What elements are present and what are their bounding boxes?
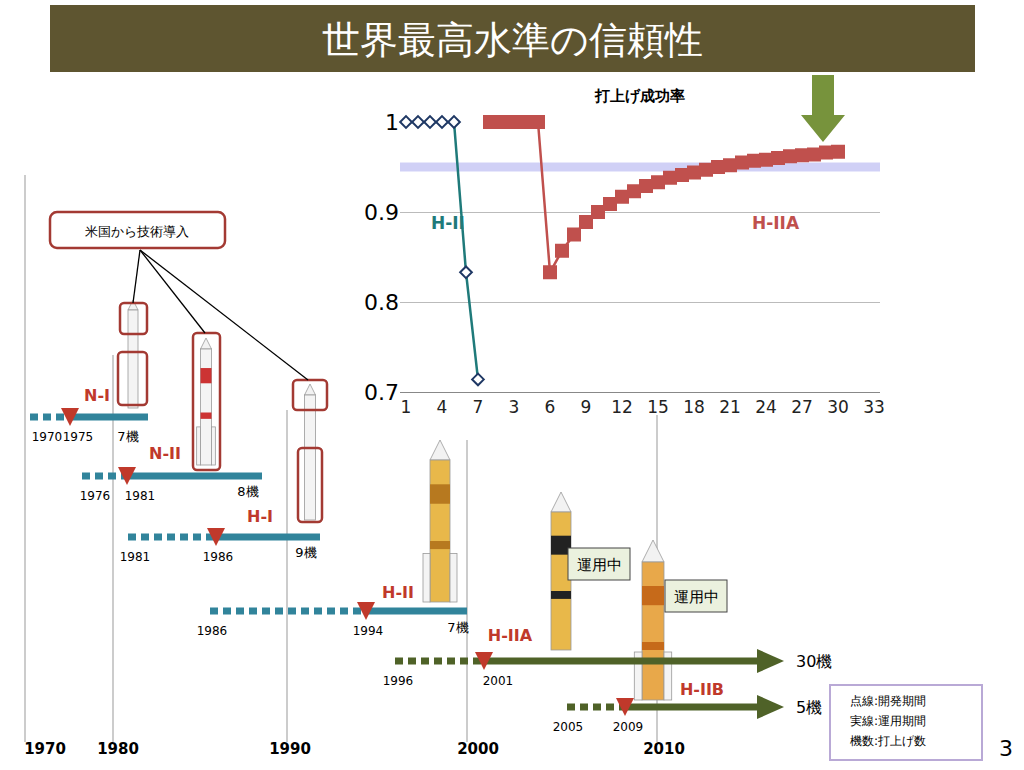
- svg-text:1980: 1980: [97, 740, 139, 758]
- svg-text:H-II: H-II: [382, 583, 414, 602]
- svg-text:0.8: 0.8: [364, 290, 399, 315]
- svg-text:1990: 1990: [269, 740, 311, 758]
- svg-text:1976: 1976: [80, 489, 111, 503]
- svg-text:21: 21: [719, 397, 741, 417]
- svg-text:H-IIA: H-IIA: [752, 213, 800, 233]
- svg-text:1994: 1994: [353, 624, 384, 638]
- svg-text:24: 24: [755, 397, 777, 417]
- svg-text:2001: 2001: [483, 674, 514, 688]
- svg-text:2000: 2000: [457, 740, 499, 758]
- svg-text:H-I: H-I: [247, 507, 273, 526]
- svg-text:機数:打上げ数: 機数:打上げ数: [850, 734, 926, 748]
- svg-text:H-II: H-II: [431, 213, 465, 233]
- svg-text:1975: 1975: [63, 430, 94, 444]
- svg-text:1986: 1986: [197, 624, 228, 638]
- svg-text:N-II: N-II: [149, 444, 181, 463]
- svg-text:7: 7: [473, 397, 484, 417]
- svg-text:5機: 5機: [796, 698, 822, 717]
- svg-text:H-IIB: H-IIB: [680, 680, 724, 699]
- svg-text:N-I: N-I: [84, 386, 110, 405]
- svg-text:9機: 9機: [295, 545, 316, 560]
- svg-text:8機: 8機: [237, 484, 258, 499]
- svg-text:0.9: 0.9: [364, 200, 399, 225]
- svg-text:打上げ成功率: 打上げ成功率: [594, 87, 685, 105]
- svg-text:1996: 1996: [383, 674, 414, 688]
- svg-text:2005: 2005: [553, 720, 584, 734]
- svg-text:0.7: 0.7: [364, 380, 399, 405]
- svg-text:米国から技術導入: 米国から技術導入: [85, 224, 189, 239]
- svg-text:30: 30: [827, 397, 849, 417]
- svg-text:運用中: 運用中: [674, 588, 719, 606]
- svg-text:3: 3: [509, 397, 520, 417]
- svg-text:2010: 2010: [643, 740, 685, 758]
- svg-text:1: 1: [385, 110, 399, 135]
- svg-text:実線:運用期間: 実線:運用期間: [850, 714, 926, 728]
- svg-text:33: 33: [863, 397, 885, 417]
- svg-text:1: 1: [401, 397, 412, 417]
- svg-text:30機: 30機: [796, 652, 832, 671]
- svg-text:9: 9: [581, 397, 592, 417]
- svg-text:6: 6: [545, 397, 556, 417]
- svg-text:1986: 1986: [203, 550, 234, 564]
- svg-text:18: 18: [683, 397, 705, 417]
- svg-text:点線:開発期間: 点線:開発期間: [850, 694, 926, 708]
- svg-text:1970: 1970: [32, 430, 63, 444]
- svg-text:H-IIA: H-IIA: [488, 626, 533, 645]
- svg-text:7機: 7機: [447, 620, 468, 635]
- svg-text:3: 3: [999, 736, 1013, 761]
- svg-text:15: 15: [647, 397, 669, 417]
- svg-text:27: 27: [791, 397, 813, 417]
- svg-text:1970: 1970: [24, 740, 66, 758]
- svg-text:12: 12: [611, 397, 633, 417]
- svg-text:4: 4: [437, 397, 448, 417]
- svg-text:1981: 1981: [120, 550, 151, 564]
- svg-text:1981: 1981: [125, 489, 156, 503]
- svg-text:世界最高水準の信頼性: 世界最高水準の信頼性: [322, 18, 703, 62]
- svg-text:2009: 2009: [613, 720, 644, 734]
- svg-text:7機: 7機: [117, 429, 138, 444]
- svg-text:運用中: 運用中: [577, 556, 622, 574]
